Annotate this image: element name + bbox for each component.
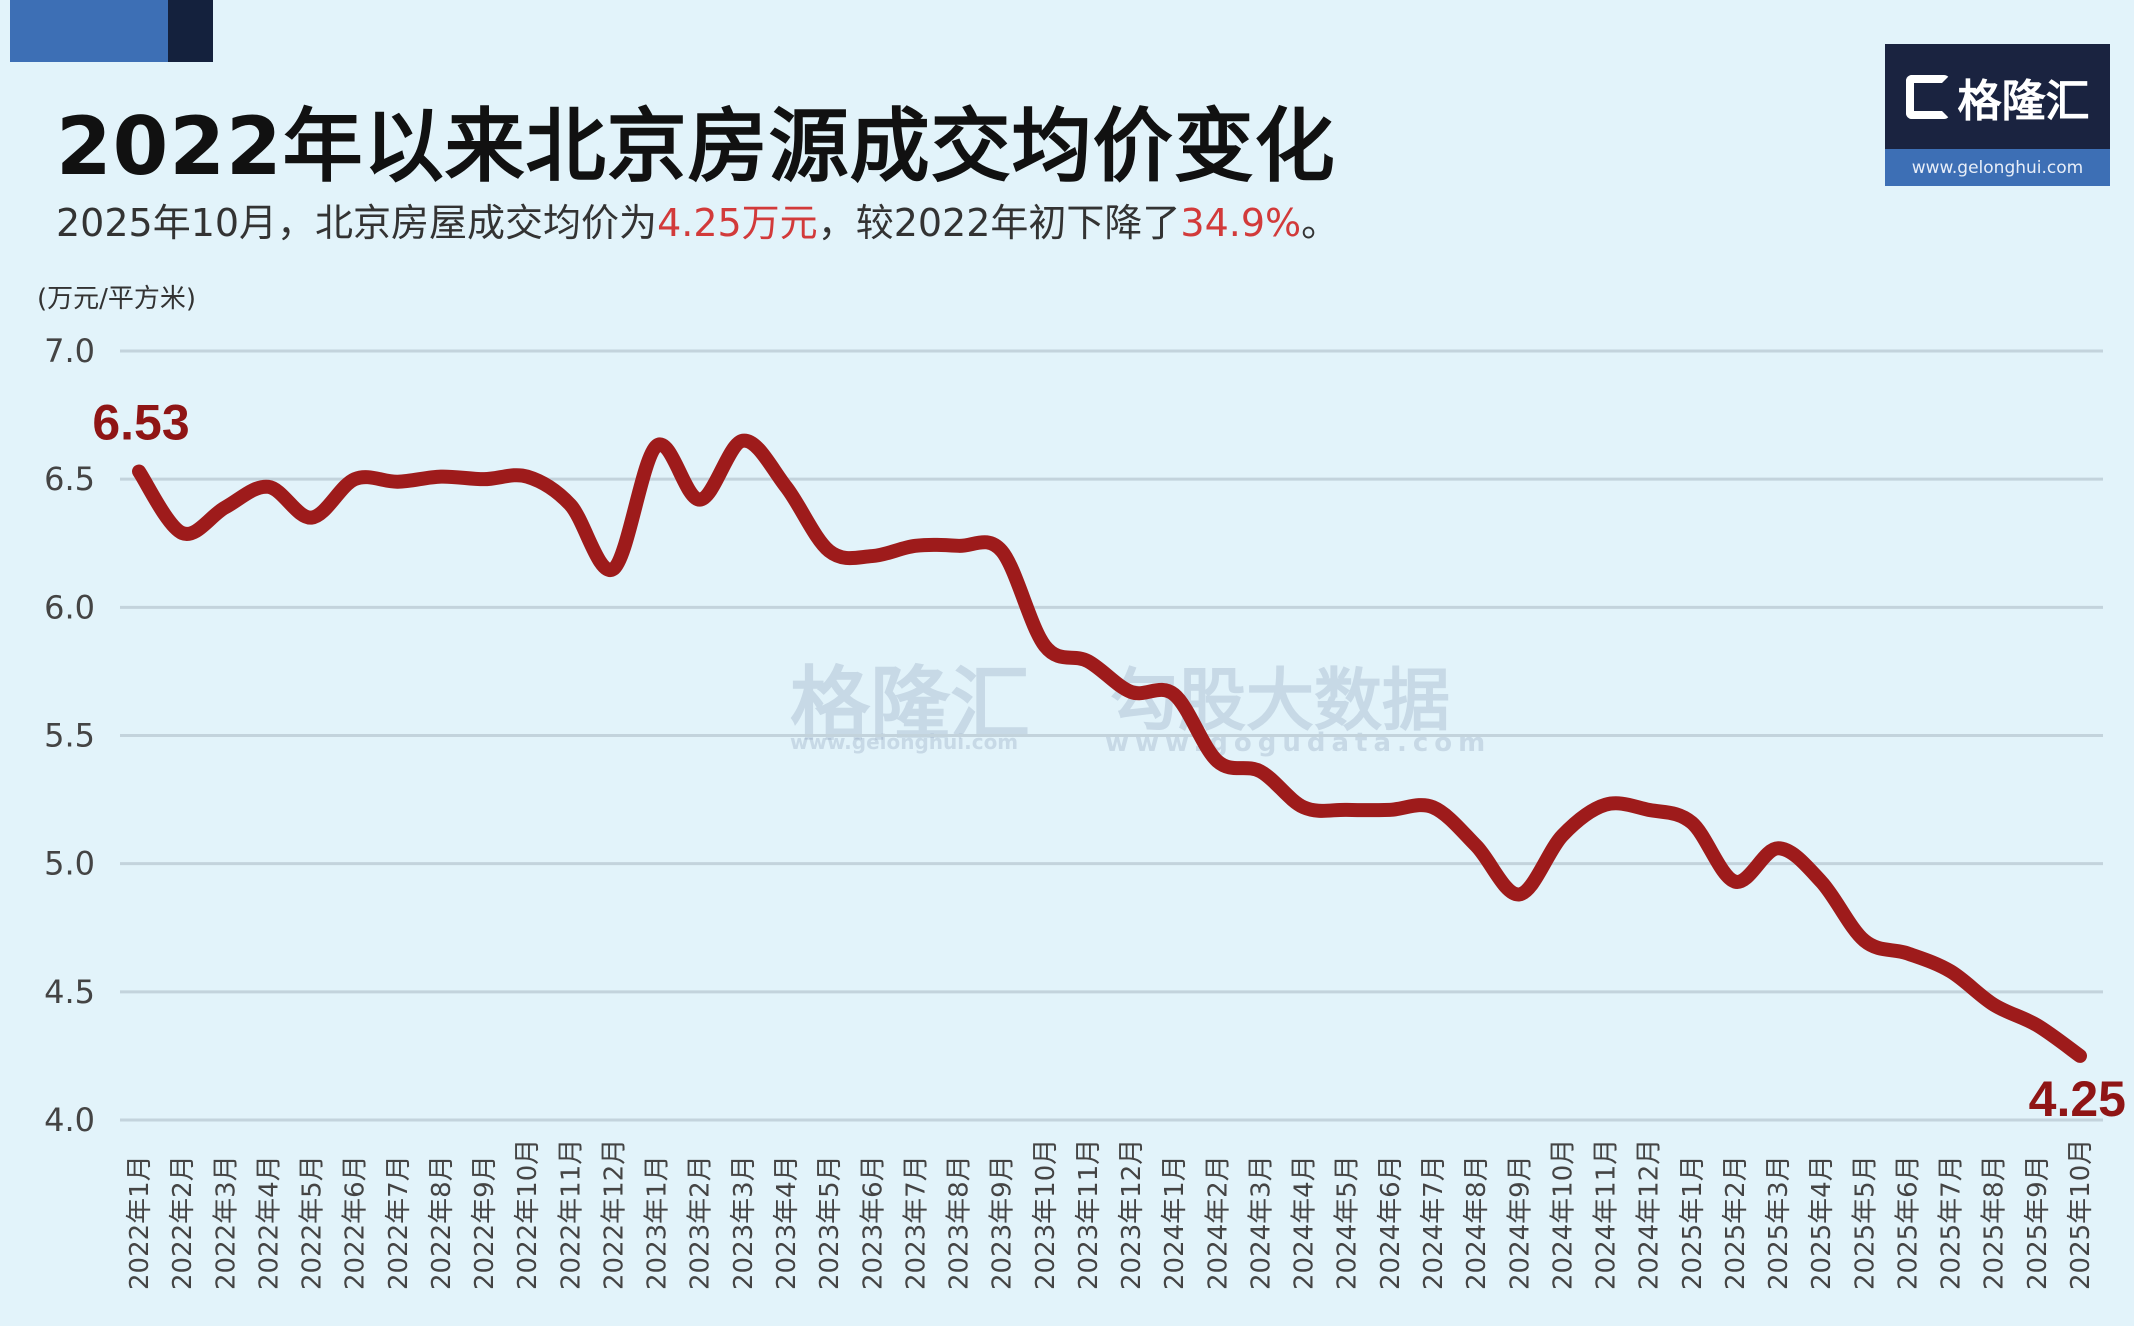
- x-tick-label: 2023年4月: [772, 1155, 802, 1290]
- x-tick-label: 2025年5月: [1850, 1155, 1880, 1290]
- x-tick-label: 2023年10月: [1031, 1139, 1061, 1290]
- subtitle-text: 。: [1301, 201, 1340, 245]
- x-tick-label: 2023年7月: [901, 1155, 931, 1290]
- x-tick-label: 2022年1月: [125, 1155, 155, 1290]
- x-tick-label: 2023年1月: [643, 1155, 673, 1290]
- y-tick-label: 4.5: [44, 973, 95, 1011]
- x-tick-label: 2023年8月: [945, 1155, 975, 1290]
- x-tick-label: 2025年10月: [2066, 1139, 2096, 1290]
- subtitle-text: 2025年10月，北京房屋成交均价为: [56, 201, 658, 245]
- x-tick-label: 2022年8月: [427, 1155, 457, 1290]
- price-line: [132, 433, 2087, 1063]
- y-axis-unit-label: (万元/平方米): [37, 284, 197, 314]
- header-accent-bar-dark: [168, 0, 213, 62]
- y-tick-label: 5.0: [44, 845, 95, 883]
- x-tick-label: 2024年6月: [1376, 1155, 1406, 1290]
- y-tick-label: 4.0: [44, 1101, 95, 1139]
- x-tick-label: 2025年9月: [2023, 1155, 2053, 1290]
- x-tick-label: 2022年7月: [384, 1155, 414, 1290]
- x-tick-label: 2024年12月: [1635, 1139, 1665, 1290]
- subtitle-highlight-price: 4.25万元: [657, 201, 818, 245]
- y-tick-label: 6.0: [44, 588, 95, 626]
- x-tick-label: 2023年3月: [729, 1155, 759, 1290]
- x-tick-label: 2024年10月: [1548, 1139, 1578, 1290]
- x-tick-label: 2025年6月: [1893, 1155, 1923, 1290]
- x-tick-label: 2022年4月: [254, 1155, 284, 1290]
- subtitle-highlight-percent: 34.9%: [1180, 201, 1302, 245]
- subtitle-text: ，较2022年初下降了: [817, 201, 1181, 245]
- header-accent-bar: [10, 0, 168, 62]
- x-tick-label: 2024年3月: [1246, 1155, 1276, 1290]
- watermark-right: 勾股大数据: [1110, 662, 1451, 741]
- chart-title: 2022年以来北京房源成交均价变化: [56, 100, 1336, 193]
- y-tick-label: 6.5: [44, 460, 95, 498]
- x-tick-label: 2023年9月: [988, 1155, 1018, 1290]
- x-tick-label: 2024年4月: [1290, 1155, 1320, 1290]
- x-tick-label: 2025年8月: [1980, 1155, 2010, 1290]
- x-tick-label: 2022年11月: [556, 1139, 586, 1290]
- x-tick-label: 2023年5月: [815, 1155, 845, 1290]
- watermark-right-url: www.gogudata.com: [1105, 728, 1492, 758]
- data-label-end: 4.25: [2029, 1071, 2126, 1127]
- logo-g-icon: [1905, 74, 1950, 119]
- logo-url: www.gelonghui.com: [1885, 149, 2110, 186]
- x-tick-label: 2025年4月: [1807, 1155, 1837, 1290]
- x-tick-label: 2023年12月: [1117, 1139, 1147, 1290]
- x-tick-label: 2025年7月: [1937, 1155, 1967, 1290]
- x-tick-label: 2023年6月: [858, 1155, 888, 1290]
- x-tick-label: 2022年10月: [513, 1139, 543, 1290]
- x-tick-label: 2022年9月: [470, 1155, 500, 1290]
- x-tick-label: 2022年2月: [168, 1155, 198, 1290]
- x-tick-label: 2024年7月: [1419, 1155, 1449, 1290]
- x-tick-label: 2025年2月: [1721, 1155, 1751, 1290]
- data-label-start: 6.53: [92, 394, 189, 450]
- y-tick-label: 7.0: [44, 332, 95, 370]
- x-tick-label: 2024年2月: [1203, 1155, 1233, 1290]
- x-tick-label: 2025年1月: [1678, 1155, 1708, 1290]
- y-tick-label: 5.5: [44, 717, 95, 755]
- chart-subtitle: 2025年10月，北京房屋成交均价为4.25万元，较2022年初下降了34.9%…: [56, 192, 1339, 247]
- x-tick-label: 2024年8月: [1462, 1155, 1492, 1290]
- x-tick-label: 2024年5月: [1333, 1155, 1363, 1290]
- x-tick-label: 2025年3月: [1764, 1155, 1794, 1290]
- x-tick-label: 2024年1月: [1160, 1155, 1190, 1290]
- x-tick-label: 2023年2月: [686, 1155, 716, 1290]
- x-tick-label: 2022年6月: [341, 1155, 371, 1290]
- x-tick-label: 2022年3月: [211, 1155, 241, 1290]
- x-tick-label: 2024年11月: [1592, 1139, 1622, 1290]
- logo-name: 格隆汇: [1957, 75, 2090, 127]
- x-tick-label: 2022年12月: [599, 1139, 629, 1290]
- x-tick-label: 2024年9月: [1505, 1155, 1535, 1290]
- x-tick-label: 2023年11月: [1074, 1139, 1104, 1290]
- x-tick-label: 2022年5月: [298, 1155, 328, 1290]
- brand-logo: 格隆汇 www.gelonghui.com: [1885, 44, 2110, 186]
